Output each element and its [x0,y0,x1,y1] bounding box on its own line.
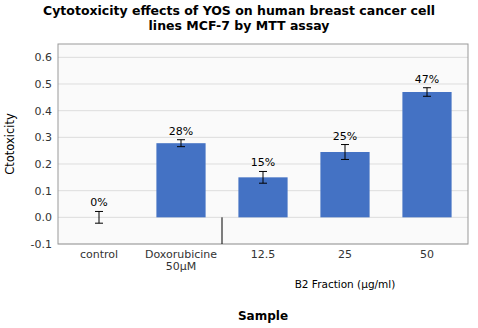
text-line: 12.5 [251,248,276,261]
plot-frame [58,44,468,244]
error-stem [181,140,182,147]
y-tick-label: 0.3 [35,131,53,144]
data-label: 15% [251,156,275,169]
x-axis-label: Sample [238,309,288,323]
text-line: lines MCF-7 by MTT assay [149,18,330,33]
y-tick-label: 0.0 [35,211,53,224]
error-stem [99,211,100,223]
x-tick-label: 50 [420,248,434,261]
x-tick-label: 12.5 [251,248,276,261]
text-line: Cytotoxicity effects of YOS on human bre… [43,3,435,18]
y-tick-label: -0.1 [31,238,52,251]
error-cap [423,96,431,97]
error-cap [177,146,185,147]
text-line: 50 [420,248,434,261]
error-bar [423,88,431,97]
grid-line [58,57,468,58]
error-cap [423,87,431,88]
y-axis-label: Ctotoxicity [3,113,17,175]
y-tick-label: 0.4 [35,105,53,118]
error-cap [259,171,267,172]
error-cap [341,159,349,160]
error-stem [263,171,264,183]
title: Cytotoxicity effects of YOS on human bre… [43,3,435,33]
marks [95,88,452,223]
error-cap [95,211,103,212]
error-bar [177,140,185,147]
data-label: 25% [333,130,357,143]
annotation: B2 Fraction (μg/ml) [295,278,396,290]
error-bar [95,211,103,223]
grid-line [58,84,468,85]
error-bar [341,145,349,160]
bar [320,152,369,217]
error-stem [427,88,428,97]
bar [238,177,287,217]
data-label: 47% [415,73,439,86]
y-tick-label: 0.5 [35,78,53,91]
x-tick-label: control [80,248,118,261]
y-tick-label: 0.2 [35,158,53,171]
divider [222,217,223,244]
error-cap [341,144,349,145]
error-cap [177,139,185,140]
y-tick-label: 0.6 [35,51,53,64]
bar [402,92,451,217]
x-tick-label: 25 [338,248,352,261]
plot-area [58,44,468,244]
text-line: 50μM [166,260,197,273]
data-label: 0% [90,196,107,209]
data-label: 28% [169,125,193,138]
error-cap [95,223,103,224]
bar [156,143,205,217]
text-line: 25 [338,248,352,261]
y-tick-label: 0.1 [35,185,53,198]
text-line: control [80,248,118,261]
chart: -0.1 0.0 0.1 0.2 0.3 0.4 0.5 0.6 0% 28% 15% 25% 47% c… [0,0,478,328]
x-tick-label: Doxorubicine50μM [145,248,217,273]
error-cap [259,183,267,184]
error-stem [345,145,346,160]
error-bar [259,171,267,183]
